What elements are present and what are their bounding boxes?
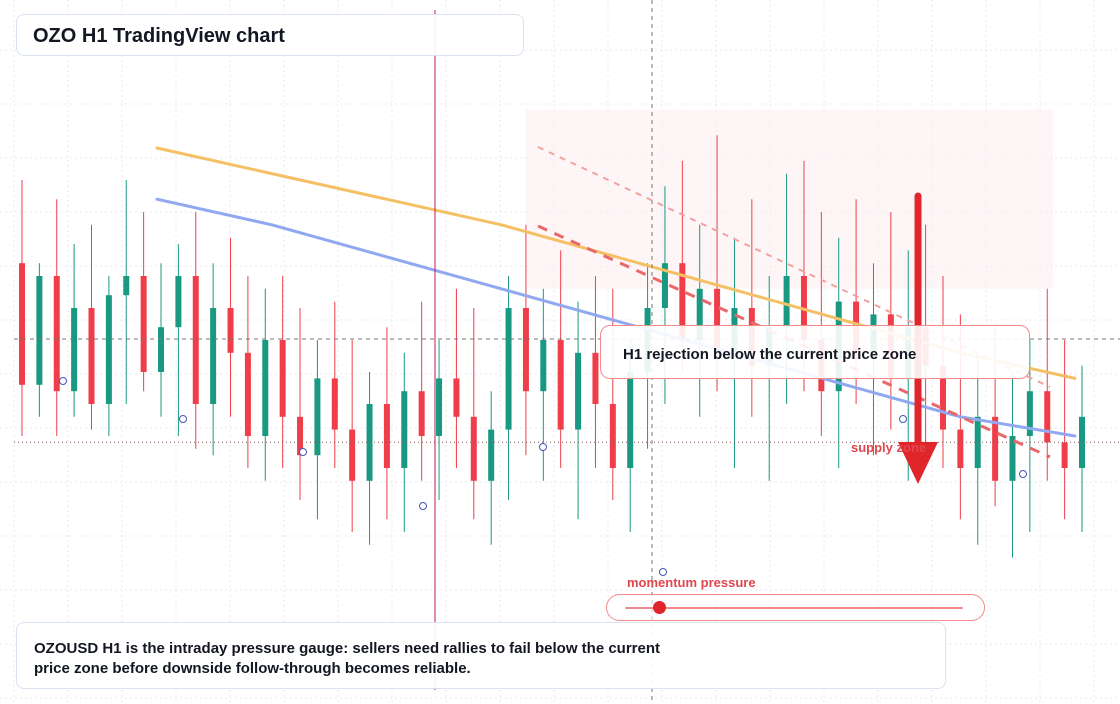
candle-body <box>1009 436 1016 481</box>
candle-body <box>696 288 703 340</box>
caption-panel: OZOUSD H1 is the intraday pressure gauge… <box>16 622 946 689</box>
supply-zone-shade <box>526 109 1053 289</box>
candle-body <box>401 391 408 468</box>
down-arrow-icon <box>898 442 938 484</box>
candle-body <box>210 308 217 404</box>
candle-body <box>105 295 112 404</box>
trendline-lower <box>537 224 1051 459</box>
candle-body <box>279 340 286 417</box>
candle-body <box>714 288 721 353</box>
candle-body <box>262 340 269 436</box>
moving-average-line <box>155 197 1077 438</box>
candle-body <box>679 263 686 340</box>
candle-body <box>123 276 130 296</box>
pivot-marker <box>1019 470 1027 478</box>
candle-body <box>366 404 373 481</box>
candle-body <box>661 263 668 308</box>
candle-body <box>175 276 182 328</box>
chart-title: OZO H1 TradingView chart <box>33 25 285 47</box>
candle-body <box>436 378 443 436</box>
candle-body <box>88 308 95 404</box>
candle-body <box>19 263 25 385</box>
candle-body <box>957 429 964 468</box>
candle-body <box>488 429 495 481</box>
candle-body <box>158 327 165 372</box>
pivot-marker <box>419 502 427 510</box>
rejection-callout: H1 rejection below the current price zon… <box>600 325 1030 379</box>
gauge-track <box>625 607 963 609</box>
candle-body <box>557 340 564 430</box>
candle-body <box>418 391 425 436</box>
candle-body <box>592 352 599 404</box>
momentum-label: momentum pressure <box>627 575 756 590</box>
candle-body <box>383 404 390 468</box>
candle-body <box>331 378 338 430</box>
candle-body <box>297 416 304 456</box>
supply-zone-rect <box>526 109 1053 289</box>
candle-body <box>974 416 981 468</box>
gauge-knob[interactable] <box>652 601 666 614</box>
candle-body <box>71 308 78 392</box>
candle-body <box>53 276 60 392</box>
candle-body <box>244 352 251 436</box>
pivot-marker <box>899 415 907 423</box>
candle-body <box>522 308 529 392</box>
pivot-marker <box>179 415 187 423</box>
candle-body <box>314 378 321 456</box>
candle-body <box>1044 391 1051 443</box>
candle-body <box>192 276 199 404</box>
candle-body <box>1061 442 1068 468</box>
candle-body <box>505 308 512 430</box>
pivot-marker <box>659 568 667 576</box>
candle-body <box>470 416 477 481</box>
candle-body <box>992 416 999 481</box>
pivot-marker <box>59 377 67 385</box>
candle-body <box>783 276 790 328</box>
candle-body <box>453 378 460 417</box>
candle-body <box>140 276 147 372</box>
candle-body <box>227 308 234 353</box>
candle-body <box>609 404 616 468</box>
candle-body <box>349 429 356 481</box>
candle-body <box>1026 391 1033 436</box>
caption-text: OZOUSD H1 is the intraday pressure gauge… <box>34 640 661 677</box>
title-panel: OZO H1 TradingView chart <box>16 14 524 56</box>
candle-body <box>939 365 946 430</box>
candle-body <box>575 352 582 430</box>
momentum-gauge[interactable] <box>606 594 985 621</box>
pivot-marker <box>539 443 547 451</box>
candle-body <box>627 372 634 468</box>
pivot-marker <box>299 448 307 456</box>
supply-zone-label: supply zone <box>851 440 927 455</box>
candle-body <box>36 276 43 385</box>
callout-label: H1 rejection below the current price zon… <box>623 346 917 363</box>
candle-body <box>540 340 547 392</box>
